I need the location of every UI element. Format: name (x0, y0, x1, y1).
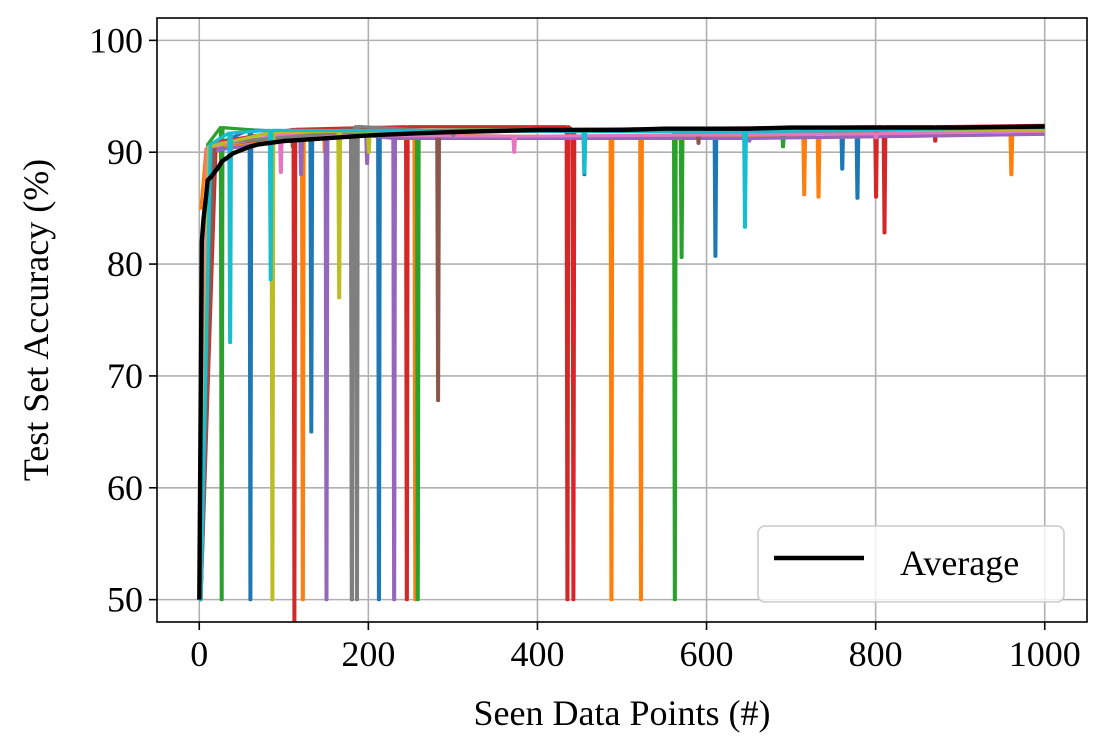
run-series-line-2 (199, 130, 1045, 602)
run-series-line-4 (199, 123, 1045, 622)
run-series-line-8 (199, 124, 1045, 602)
y-tick-label: 70 (107, 356, 143, 396)
x-tick-label: 200 (341, 634, 395, 674)
average-series-group (197, 124, 1045, 600)
run-series-line-9 (199, 128, 1045, 602)
run-series-line-10 (199, 126, 1045, 602)
x-tick-label: 800 (849, 634, 903, 674)
y-tick-label: 60 (107, 468, 143, 508)
run-series-group (199, 123, 1045, 622)
run-series-line-5 (199, 132, 1045, 602)
legend-average-label: Average (900, 543, 1019, 583)
y-tick-label: 50 (107, 580, 143, 620)
plot-frame (156, 17, 1088, 623)
legend-box (757, 525, 1065, 603)
x-tick-label: 0 (190, 634, 208, 674)
y-tick-label: 100 (89, 20, 143, 60)
legend: Average (757, 525, 1065, 603)
y-axis-ticks: 50 60 70 80 90 100 (89, 20, 157, 620)
y-axis-label: Test Set Accuracy (%) (16, 159, 56, 481)
x-tick-label: 1000 (1009, 634, 1081, 674)
x-axis-label: Seen Data Points (#) (474, 693, 771, 733)
y-tick-label: 90 (107, 132, 143, 172)
x-tick-label: 400 (510, 634, 564, 674)
x-axis-ticks: 0 200 400 600 800 1000 (190, 622, 1081, 674)
average-series-line (197, 124, 1045, 600)
x-tick-label: 600 (680, 634, 734, 674)
y-tick-label: 80 (107, 244, 143, 284)
